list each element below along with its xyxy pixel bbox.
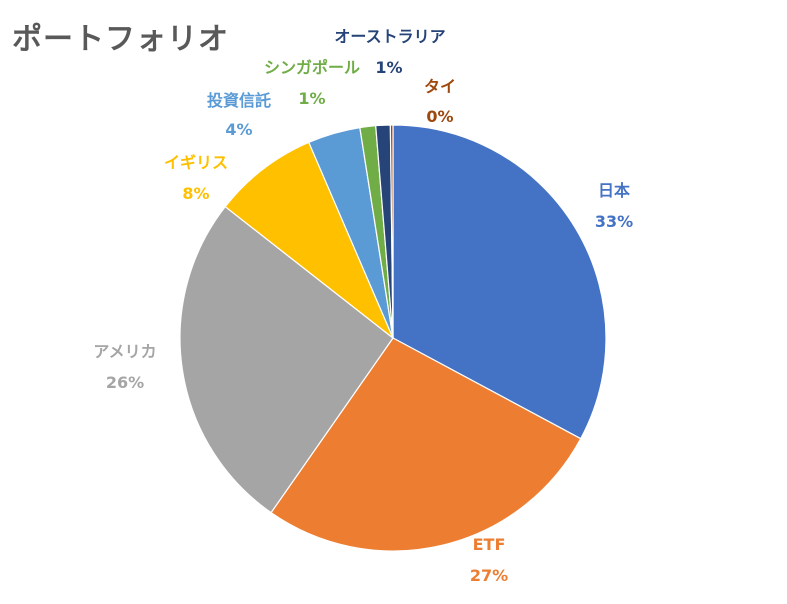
pie-slice-0 <box>392 124 607 440</box>
slice-percent-label-1: 27% <box>470 566 508 585</box>
slice-name-label-2: アメリカ <box>93 342 156 361</box>
pie-slice-2 <box>179 205 394 514</box>
slice-name-label-7: タイ <box>424 77 456 96</box>
slice-name-label-5: シンガポール <box>264 58 360 77</box>
pie-slice-7 <box>389 124 394 339</box>
slice-percent-label-6: 1% <box>375 58 402 77</box>
slice-percent-label-2: 26% <box>106 373 144 392</box>
slice-name-label-6: オーストラリア <box>334 27 445 46</box>
slice-name-label-0: 日本 <box>598 181 630 200</box>
chart-title: ポートフォリオ <box>12 22 229 57</box>
slice-name-label-4: 投資信託 <box>207 91 271 110</box>
slice-name-label-3: イギリス <box>164 153 228 172</box>
slice-percent-label-4: 4% <box>225 120 252 139</box>
pie-slice-1 <box>270 337 582 552</box>
slice-percent-label-5: 1% <box>298 89 325 108</box>
pie-slices <box>179 124 607 552</box>
slice-percent-label-0: 33% <box>595 212 633 231</box>
slice-name-label-1: ETF <box>473 535 506 554</box>
pie-labels: 日本 33% ETF 27% アメリカ 26% イギリス 8% 投資信託 4% シンガポール 1% オー… <box>93 27 633 585</box>
slice-percent-label-7: 0% <box>426 107 453 126</box>
slice-percent-label-3: 8% <box>182 184 209 203</box>
pie-slice-3 <box>224 141 394 339</box>
